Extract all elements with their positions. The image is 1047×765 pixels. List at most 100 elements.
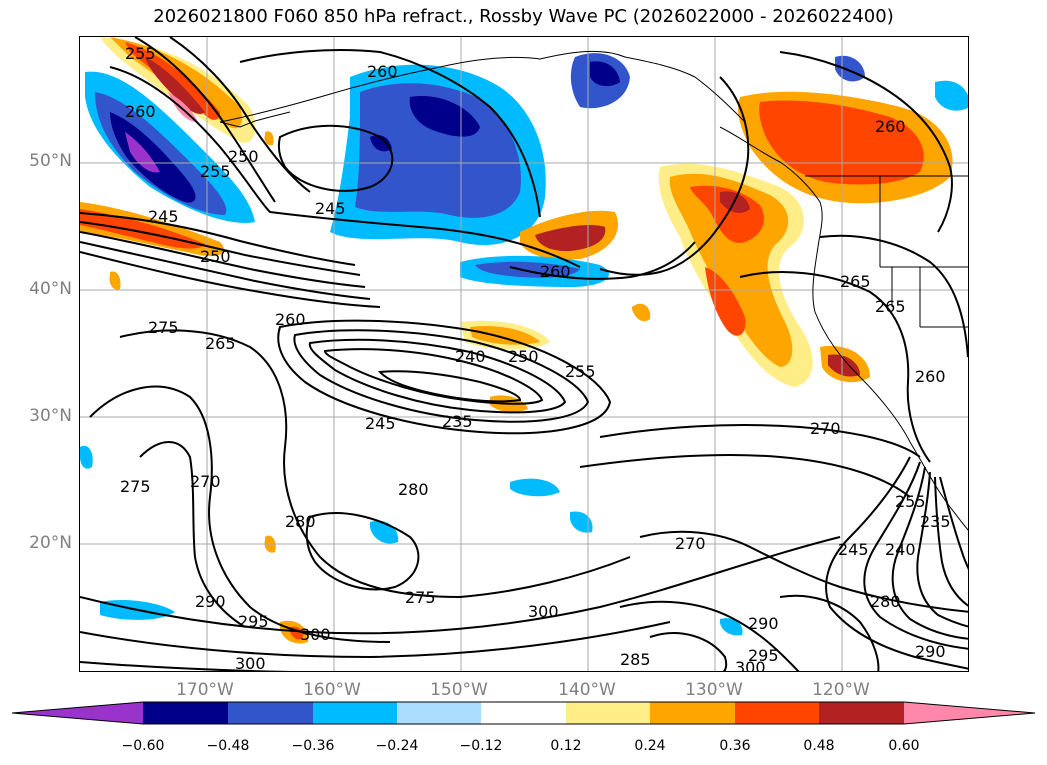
contour-line bbox=[169, 37, 311, 193]
contour-label: 295 bbox=[238, 612, 269, 631]
lat-label: 50°N bbox=[29, 151, 72, 171]
contour-label: 280 bbox=[870, 592, 901, 611]
negative-anomaly-area bbox=[720, 618, 743, 636]
contour-line bbox=[80, 241, 371, 300]
colorbar-tick-label: 0.12 bbox=[550, 738, 582, 754]
contour-line bbox=[293, 329, 590, 423]
contour-line bbox=[277, 319, 612, 435]
negative-anomaly-area bbox=[125, 132, 160, 173]
lat-label: 20°N bbox=[29, 533, 72, 553]
colorbar-extend-high bbox=[904, 702, 1035, 724]
colorbar-segment bbox=[819, 702, 904, 724]
colorbar bbox=[11, 701, 1036, 725]
contour-label: 265 bbox=[205, 334, 236, 353]
contour-line bbox=[277, 124, 394, 192]
contour-label: 260 bbox=[540, 262, 571, 281]
positive-anomaly-area bbox=[828, 354, 860, 377]
positive-anomaly-area bbox=[759, 100, 924, 185]
map-panel: 255 260 245 260 250 245 250 260 260 275 … bbox=[79, 36, 969, 672]
alaska-coastline bbox=[219, 50, 746, 123]
contour-line bbox=[649, 632, 728, 671]
contour-label: 245 bbox=[838, 540, 869, 559]
contour-line bbox=[639, 530, 968, 613]
contour-line bbox=[134, 37, 276, 203]
contour-line bbox=[80, 212, 356, 266]
negative-anomaly-area bbox=[110, 112, 196, 203]
contour-line bbox=[739, 271, 931, 463]
aleutian-coastline bbox=[219, 111, 291, 128]
coastlines bbox=[219, 50, 968, 531]
contour-label: 275 bbox=[148, 318, 179, 337]
contour-line bbox=[323, 348, 544, 405]
baja-coastline bbox=[909, 441, 968, 531]
contour-label: 260 bbox=[875, 117, 906, 136]
contour-line bbox=[599, 424, 921, 458]
map-canvas: 255 260 245 260 250 245 250 260 260 275 … bbox=[80, 37, 968, 672]
contour-line bbox=[89, 385, 391, 643]
lon-label: 120°W bbox=[812, 680, 870, 700]
contour-label: 250 bbox=[200, 247, 231, 266]
colorbar-segment bbox=[228, 702, 313, 724]
contour-label: 275 bbox=[120, 477, 151, 496]
contour-line bbox=[377, 370, 522, 403]
contour-label: 275 bbox=[405, 588, 436, 607]
contour-label: 265 bbox=[875, 297, 906, 316]
contour-label: 235 bbox=[920, 512, 951, 531]
contour-line bbox=[934, 476, 968, 607]
contour-label: 270 bbox=[675, 534, 706, 553]
contour-line bbox=[863, 461, 968, 650]
west-coast bbox=[812, 246, 911, 443]
lat-label: 40°N bbox=[29, 279, 72, 299]
lon-label: 140°W bbox=[558, 680, 616, 700]
contour-label: 270 bbox=[190, 472, 221, 491]
contour-label: 260 bbox=[367, 62, 398, 81]
positive-anomaly-area bbox=[632, 303, 651, 322]
contour-label: 300 bbox=[735, 658, 766, 672]
positive-anomaly-area bbox=[145, 57, 205, 114]
positive-anomaly-area bbox=[264, 131, 274, 146]
lat-label: 30°N bbox=[29, 406, 72, 426]
contour-line bbox=[916, 471, 968, 628]
anomaly-shading bbox=[80, 37, 968, 644]
colorbar-segment bbox=[735, 702, 819, 724]
contour-line bbox=[80, 621, 671, 659]
negative-anomaly-area bbox=[935, 80, 968, 111]
negative-anomaly-area bbox=[409, 96, 480, 137]
contour-label: 290 bbox=[748, 614, 779, 633]
colorbar-tick-label: 0.48 bbox=[803, 738, 835, 754]
contour-label: 240 bbox=[885, 540, 916, 559]
colorbar-segment bbox=[143, 702, 228, 724]
lon-label: 150°W bbox=[430, 680, 488, 700]
contour-line bbox=[599, 76, 750, 276]
negative-anomaly-area bbox=[80, 445, 93, 469]
colorbar-tick-label: 0.24 bbox=[634, 738, 666, 754]
contour-label: 240 bbox=[455, 347, 486, 366]
negative-anomaly-area bbox=[510, 478, 560, 497]
contour-label: 260 bbox=[125, 102, 156, 121]
contour-line bbox=[80, 221, 361, 276]
contour-lines bbox=[80, 37, 968, 671]
contour-label: 300 bbox=[300, 625, 331, 644]
colorbar-tick-label: −0.36 bbox=[291, 738, 335, 754]
negative-anomaly-area bbox=[370, 135, 392, 152]
contour-label: 235 bbox=[442, 412, 473, 431]
contour-line bbox=[579, 454, 911, 498]
colorbar-extend-low bbox=[12, 702, 143, 724]
contour-line bbox=[825, 456, 968, 670]
contour-label: 280 bbox=[398, 480, 429, 499]
contour-label: 245 bbox=[315, 199, 346, 218]
contour-label: 245 bbox=[148, 207, 179, 226]
lon-label: 170°W bbox=[176, 680, 234, 700]
colorbar-segment bbox=[397, 702, 481, 724]
contour-label: 300 bbox=[528, 602, 559, 621]
contour-line bbox=[939, 476, 968, 570]
contour-label: 270 bbox=[810, 419, 841, 438]
contour-line bbox=[619, 600, 800, 671]
contour-label: 245 bbox=[365, 414, 396, 433]
colorbar-segment bbox=[313, 702, 397, 724]
lon-label: 160°W bbox=[303, 680, 361, 700]
contour-labels: 255 260 245 260 250 245 250 260 260 275 … bbox=[120, 44, 951, 672]
contour-line bbox=[109, 66, 581, 268]
contour-label: 260 bbox=[915, 367, 946, 386]
contour-line bbox=[80, 251, 381, 308]
